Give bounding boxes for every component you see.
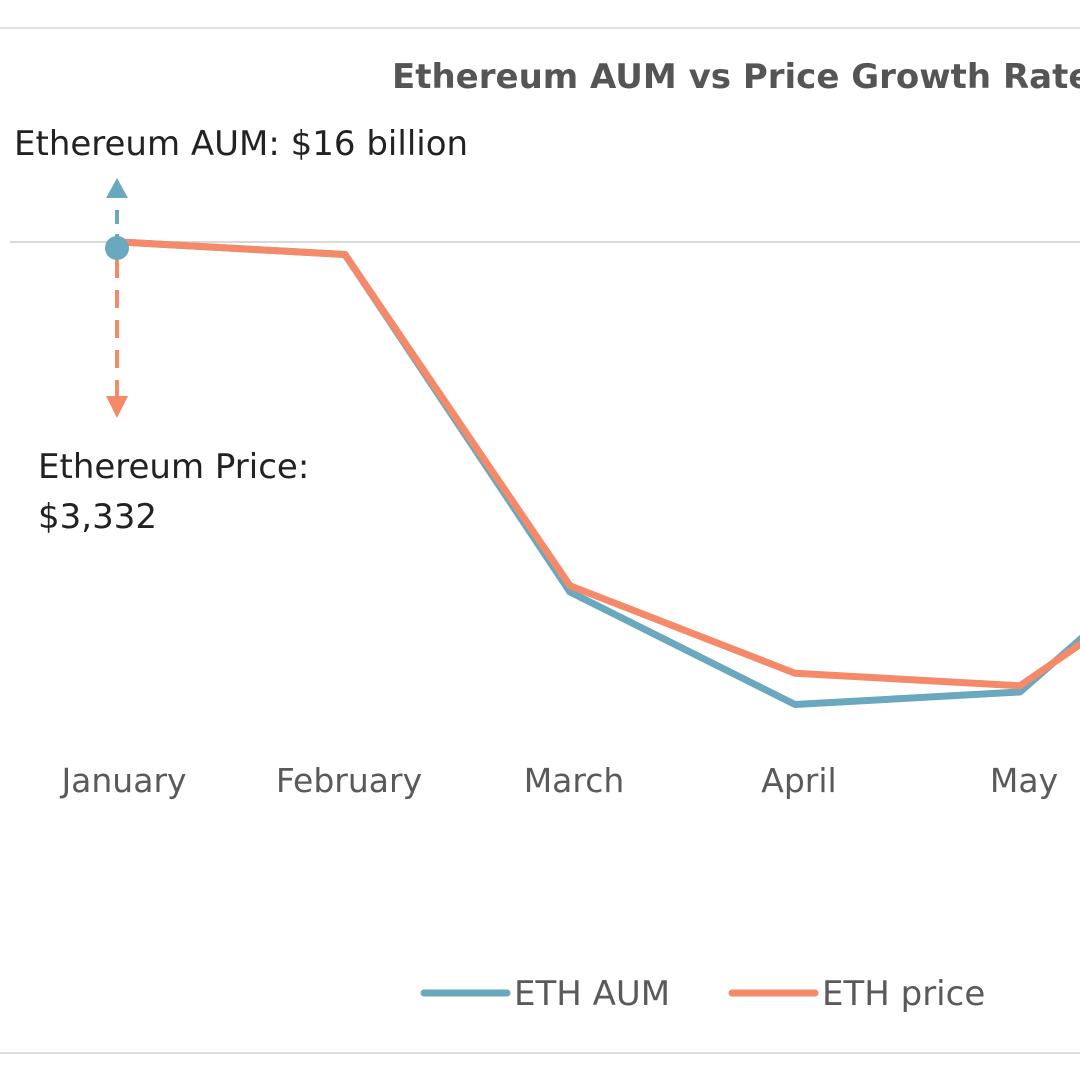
annotation-group: Ethereum AUM: $16 billion Ethereum Price…	[14, 124, 468, 537]
chart-title: Ethereum AUM vs Price Growth Rate (Y	[392, 57, 1080, 97]
x-tick-label: April	[761, 761, 836, 800]
x-tick-label: March	[524, 761, 625, 800]
arrow-up-icon	[106, 178, 128, 198]
arrow-down-icon	[106, 396, 128, 418]
x-axis-tick-labels: January February March April May	[59, 761, 1058, 800]
legend-label-eth-aum: ETH AUM	[514, 974, 670, 1014]
x-tick-label: January	[59, 761, 186, 800]
annotation-price-label: Ethereum Price:	[38, 447, 309, 487]
annotation-price-value: $3,332	[38, 497, 157, 537]
annotation-marker-dot	[105, 236, 129, 260]
series-lines	[116, 238, 1080, 708]
legend-label-eth-price: ETH price	[822, 974, 985, 1014]
annotation-aum-label: Ethereum AUM: $16 billion	[14, 124, 468, 164]
x-tick-label: February	[276, 761, 422, 800]
legend: ETH AUM ETH price	[420, 974, 985, 1014]
x-tick-label: May	[990, 761, 1058, 800]
series-line-eth-price	[116, 238, 1080, 690]
